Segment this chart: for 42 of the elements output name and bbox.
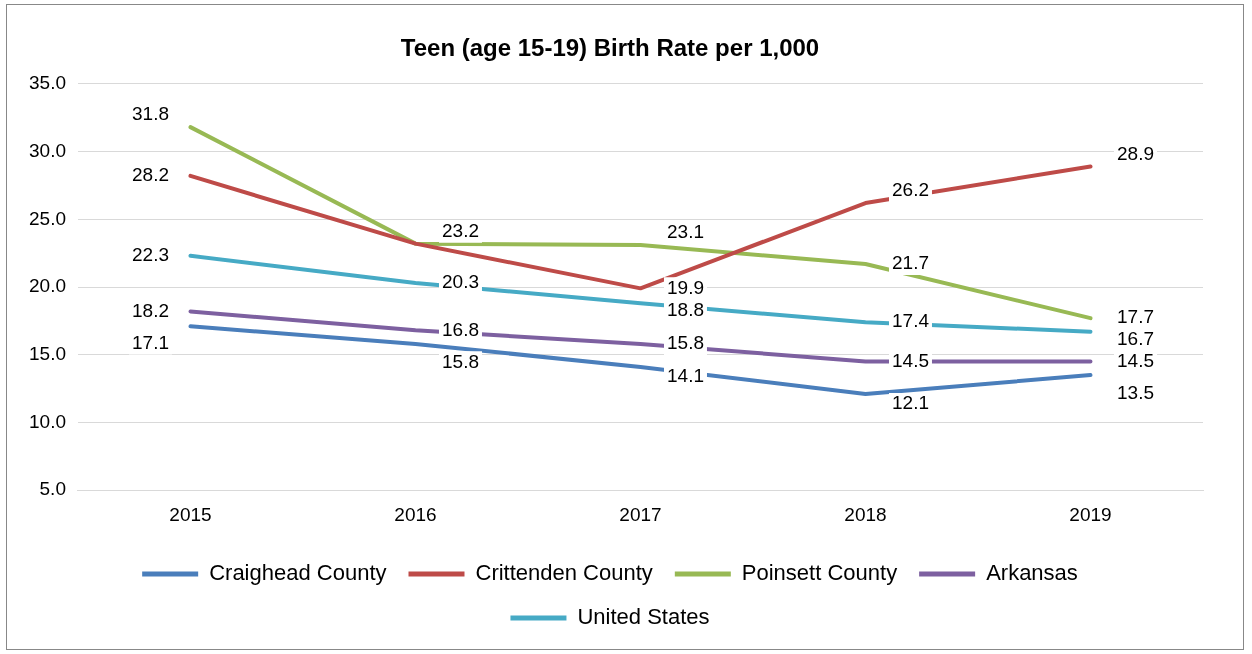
x-tick-label: 2017 <box>619 503 662 525</box>
legend-label: United States <box>577 604 710 630</box>
y-tick-label: 30.0 <box>29 139 66 161</box>
data-label: 23.2 <box>441 219 479 241</box>
data-label: 13.5 <box>1117 382 1154 404</box>
data-label: 23.1 <box>667 221 704 243</box>
data-label: 26.2 <box>892 179 929 201</box>
y-tick-label: 15.0 <box>29 342 66 364</box>
data-label: 21.7 <box>892 252 929 274</box>
data-label: 16.7 <box>1117 328 1154 350</box>
legend-label: Poinsett County <box>741 560 898 586</box>
x-tick-label: 2019 <box>1069 503 1112 525</box>
data-label: 17.4 <box>892 310 930 332</box>
data-label: 28.9 <box>1117 142 1154 164</box>
legend-label: Craighead County <box>209 560 387 586</box>
data-label: 18.2 <box>131 299 169 321</box>
data-label: 20.3 <box>441 271 479 293</box>
data-label: 12.1 <box>892 392 929 414</box>
data-label: 17.7 <box>1117 306 1154 328</box>
y-tick-label: 25.0 <box>29 207 66 229</box>
data-label: 28.2 <box>131 164 169 186</box>
x-tick-label: 2015 <box>169 503 212 525</box>
x-tick-label: 2016 <box>394 503 437 525</box>
y-tick-label: 5.0 <box>39 478 66 500</box>
data-label: 31.8 <box>131 103 169 125</box>
x-tick-label: 2018 <box>844 503 887 525</box>
data-label: 18.8 <box>667 298 704 320</box>
data-label: 14.5 <box>892 349 929 371</box>
data-label: 17.1 <box>131 331 169 353</box>
data-label: 19.9 <box>667 276 704 298</box>
data-label: 16.8 <box>441 318 479 340</box>
y-tick-label: 10.0 <box>29 410 66 432</box>
data-label: 15.8 <box>667 332 704 354</box>
data-label: 15.8 <box>441 350 479 372</box>
legend-label: Crittenden County <box>475 560 653 586</box>
y-tick-label: 20.0 <box>29 275 66 297</box>
legend-label: Arkansas <box>986 560 1078 586</box>
chart-title: Teen (age 15-19) Birth Rate per 1,000 <box>400 34 820 62</box>
data-label: 14.1 <box>667 365 704 387</box>
data-label: 14.5 <box>1117 350 1154 372</box>
data-label: 22.3 <box>131 244 169 266</box>
y-tick-label: 35.0 <box>29 72 66 94</box>
